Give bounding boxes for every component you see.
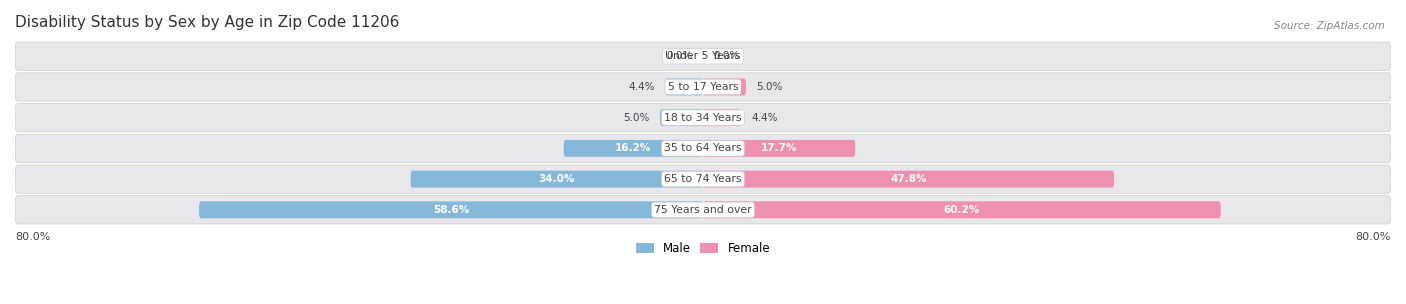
FancyBboxPatch shape	[703, 109, 741, 126]
Text: Disability Status by Sex by Age in Zip Code 11206: Disability Status by Sex by Age in Zip C…	[15, 15, 399, 30]
FancyBboxPatch shape	[15, 104, 1391, 132]
Text: 47.8%: 47.8%	[890, 174, 927, 184]
FancyBboxPatch shape	[703, 201, 1220, 218]
FancyBboxPatch shape	[659, 109, 703, 126]
Text: 34.0%: 34.0%	[538, 174, 575, 184]
Text: 80.0%: 80.0%	[1355, 232, 1391, 242]
FancyBboxPatch shape	[15, 42, 1391, 70]
FancyBboxPatch shape	[564, 140, 703, 157]
Text: 75 Years and over: 75 Years and over	[654, 205, 752, 215]
Text: 0.0%: 0.0%	[713, 51, 740, 61]
Text: 5 to 17 Years: 5 to 17 Years	[668, 82, 738, 92]
Text: Source: ZipAtlas.com: Source: ZipAtlas.com	[1274, 21, 1385, 31]
Text: 16.2%: 16.2%	[616, 143, 651, 154]
Text: 5.0%: 5.0%	[623, 113, 650, 123]
FancyBboxPatch shape	[703, 171, 1114, 188]
FancyBboxPatch shape	[15, 165, 1391, 193]
Text: 35 to 64 Years: 35 to 64 Years	[664, 143, 742, 154]
FancyBboxPatch shape	[411, 171, 703, 188]
Text: 5.0%: 5.0%	[756, 82, 783, 92]
Text: 58.6%: 58.6%	[433, 205, 470, 215]
FancyBboxPatch shape	[665, 78, 703, 95]
FancyBboxPatch shape	[15, 196, 1391, 224]
Text: Under 5 Years: Under 5 Years	[665, 51, 741, 61]
Text: 4.4%: 4.4%	[628, 82, 655, 92]
Text: 17.7%: 17.7%	[761, 143, 797, 154]
Text: 18 to 34 Years: 18 to 34 Years	[664, 113, 742, 123]
Text: 80.0%: 80.0%	[15, 232, 51, 242]
Text: 60.2%: 60.2%	[943, 205, 980, 215]
Text: 65 to 74 Years: 65 to 74 Years	[664, 174, 742, 184]
Text: 0.0%: 0.0%	[666, 51, 693, 61]
Text: 4.4%: 4.4%	[751, 113, 778, 123]
FancyBboxPatch shape	[15, 134, 1391, 163]
FancyBboxPatch shape	[703, 140, 855, 157]
Legend: Male, Female: Male, Female	[631, 237, 775, 260]
FancyBboxPatch shape	[703, 78, 747, 95]
FancyBboxPatch shape	[15, 73, 1391, 101]
FancyBboxPatch shape	[200, 201, 703, 218]
